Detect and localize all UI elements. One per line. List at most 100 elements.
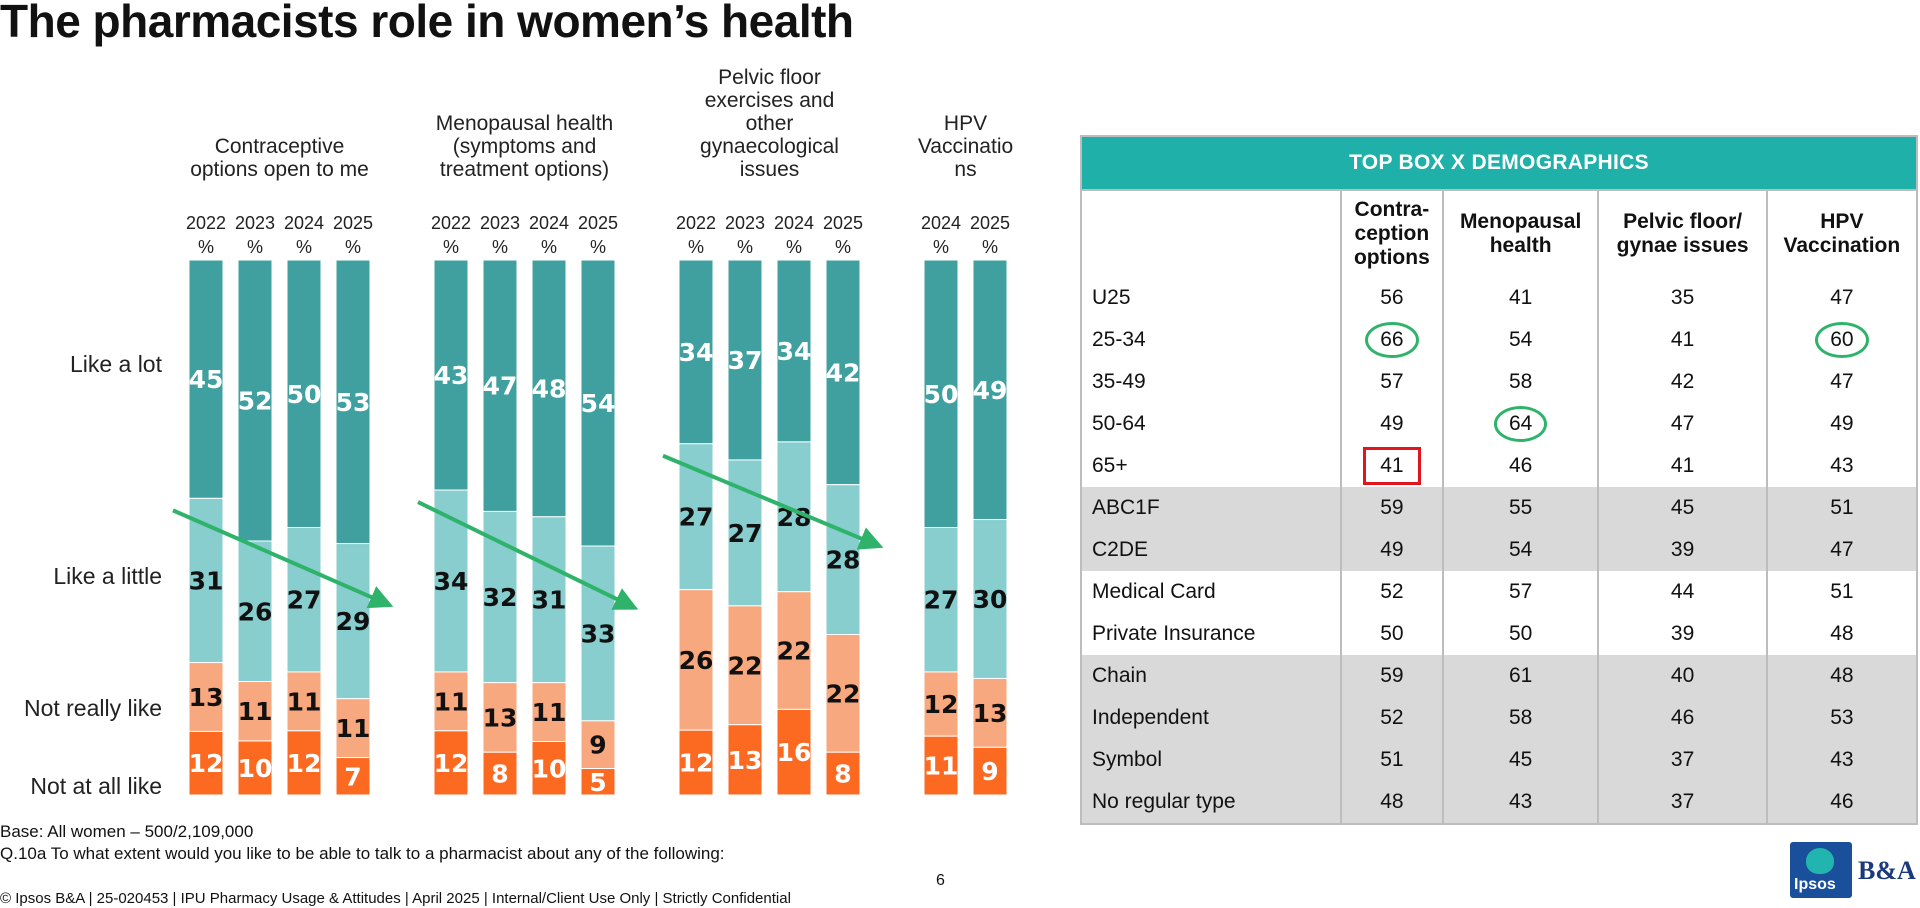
year-unit-label: % bbox=[933, 237, 949, 257]
table-row: U25 56 41 35 47 bbox=[1080, 277, 1919, 319]
bar-segment-like-a-lot bbox=[433, 259, 469, 491]
bar-segment-not-at-all-like bbox=[237, 740, 273, 796]
table-cell: 64 bbox=[1441, 403, 1600, 445]
data-label: 54 bbox=[581, 389, 616, 418]
cell-value: 45 bbox=[1508, 748, 1533, 771]
table-cell: 53 bbox=[1765, 697, 1919, 739]
table-cell: 47 bbox=[1597, 403, 1768, 445]
bar-segment-not-at-all-like bbox=[482, 751, 518, 796]
table-cell: 47 bbox=[1765, 277, 1919, 319]
cell-value: 44 bbox=[1670, 580, 1695, 603]
table-row: 35-49 57 58 42 47 bbox=[1080, 361, 1919, 403]
table-cell: 43 bbox=[1765, 739, 1919, 781]
question-note: Q.10a To what extent would you like to b… bbox=[0, 844, 725, 863]
table-cell: 49 bbox=[1340, 403, 1444, 445]
table-cell: 60 bbox=[1765, 319, 1919, 361]
cell-value: 47 bbox=[1670, 412, 1695, 435]
data-label: 13 bbox=[728, 746, 763, 775]
data-label: 12 bbox=[434, 749, 469, 778]
year-label: 2024 bbox=[774, 213, 814, 233]
bar-segment-not-really-like bbox=[188, 662, 224, 732]
trend-arrow bbox=[172, 508, 394, 609]
table-cell: 46 bbox=[1597, 697, 1768, 739]
data-label: 30 bbox=[973, 585, 1008, 614]
year-unit-label: % bbox=[296, 237, 312, 257]
bar-segment-not-at-all-like bbox=[825, 751, 861, 796]
data-label: 34 bbox=[679, 338, 714, 367]
table-cell: 41 bbox=[1441, 277, 1600, 319]
trend-arrow bbox=[417, 500, 639, 610]
cell-value: 43 bbox=[1830, 454, 1854, 477]
data-label: 12 bbox=[189, 749, 224, 778]
table-column-header: Contra-ception options bbox=[1340, 189, 1444, 277]
group-label: other bbox=[746, 112, 794, 135]
highlight-circle: 64 bbox=[1493, 406, 1548, 442]
data-label: 42 bbox=[826, 358, 861, 387]
cell-value: 46 bbox=[1670, 706, 1695, 729]
cell-value: 41 bbox=[1670, 328, 1695, 351]
data-label: 10 bbox=[238, 754, 273, 783]
cell-value: 50 bbox=[1380, 622, 1404, 645]
cell-value: 48 bbox=[1380, 790, 1404, 813]
stacked-bar-chart: Like a lot Like a little Not really like No… bbox=[24, 66, 1013, 799]
bar-segment-not-at-all-like bbox=[776, 708, 812, 796]
table-cell: 66 bbox=[1340, 319, 1444, 361]
row-label: Not really like bbox=[24, 695, 162, 721]
data-label: 47 bbox=[483, 372, 518, 401]
cell-value: 54 bbox=[1508, 538, 1533, 561]
highlight-circle: 60 bbox=[1815, 322, 1869, 358]
data-label: 13 bbox=[973, 699, 1008, 728]
column-header-line: health bbox=[1489, 234, 1552, 257]
data-label: 11 bbox=[287, 687, 322, 716]
demographics-table-panel: TOP BOX X DEMOGRAPHICS Contra-ception opt… bbox=[1080, 135, 1919, 825]
cell-value: 42 bbox=[1670, 370, 1695, 393]
data-label: 28 bbox=[826, 546, 861, 575]
bar-segment-not-at-all-like bbox=[531, 741, 567, 796]
data-label: 34 bbox=[434, 567, 469, 596]
footer: © Ipsos B&A | 25-020453 | IPU Pharmacy U… bbox=[0, 890, 791, 907]
bar-segment-not-at-all-like bbox=[188, 730, 224, 796]
year-label: 2023 bbox=[480, 213, 520, 233]
year-label: 2024 bbox=[921, 213, 961, 233]
column-header-line: HPV bbox=[1820, 210, 1864, 233]
table-cell: 58 bbox=[1441, 697, 1600, 739]
table-cell: 49 bbox=[1340, 529, 1444, 571]
year-label: 2025 bbox=[333, 213, 373, 233]
trend-arrow bbox=[662, 453, 884, 550]
column-header-line: ception bbox=[1354, 222, 1430, 245]
cell-value: 49 bbox=[1380, 538, 1404, 561]
table-cell: 41 bbox=[1597, 445, 1768, 487]
data-label: 7 bbox=[344, 762, 361, 791]
cell-value: 48 bbox=[1830, 622, 1854, 645]
cell-value: 39 bbox=[1670, 538, 1695, 561]
group-label: Menopausal health bbox=[436, 112, 613, 135]
table-cell: 52 bbox=[1340, 697, 1444, 739]
table-cell: 48 bbox=[1765, 613, 1919, 655]
row-label: 50-64 bbox=[1080, 403, 1342, 445]
bar-segment-not-at-all-like bbox=[923, 735, 959, 796]
cell-value: 51 bbox=[1830, 580, 1854, 603]
table-cell: 41 bbox=[1597, 319, 1768, 361]
cell-value: 61 bbox=[1508, 664, 1533, 687]
table-row: C2DE 49 54 39 47 bbox=[1080, 529, 1919, 571]
cell-value: 52 bbox=[1380, 580, 1404, 603]
year-label: 2025 bbox=[578, 213, 618, 233]
group-label: Vaccinatio bbox=[918, 135, 1013, 158]
table-cell: 51 bbox=[1765, 571, 1919, 613]
bar-segment-not-at-all-like bbox=[286, 730, 322, 796]
base-note: Base: All women – 500/2,109,000 bbox=[0, 822, 254, 841]
cell-value: 57 bbox=[1508, 580, 1533, 603]
year-label: 2023 bbox=[725, 213, 765, 233]
table-row: Chain 59 61 40 48 bbox=[1080, 655, 1919, 697]
table-cell: 39 bbox=[1597, 613, 1768, 655]
bar-segment-like-a-little bbox=[972, 519, 1008, 679]
cell-value: 50 bbox=[1508, 622, 1533, 645]
bar-segment-not-really-like bbox=[972, 677, 1008, 748]
column-header-line: Pelvic floor/ bbox=[1623, 210, 1743, 233]
data-label: 9 bbox=[589, 731, 606, 760]
ba-logo-text: B&A bbox=[1858, 856, 1916, 885]
table-row: 50-64 49 64 47 49 bbox=[1080, 403, 1919, 445]
data-label: 31 bbox=[532, 586, 567, 615]
bar-segment-like-a-lot bbox=[972, 259, 1008, 521]
row-label: ABC1F bbox=[1080, 487, 1342, 529]
